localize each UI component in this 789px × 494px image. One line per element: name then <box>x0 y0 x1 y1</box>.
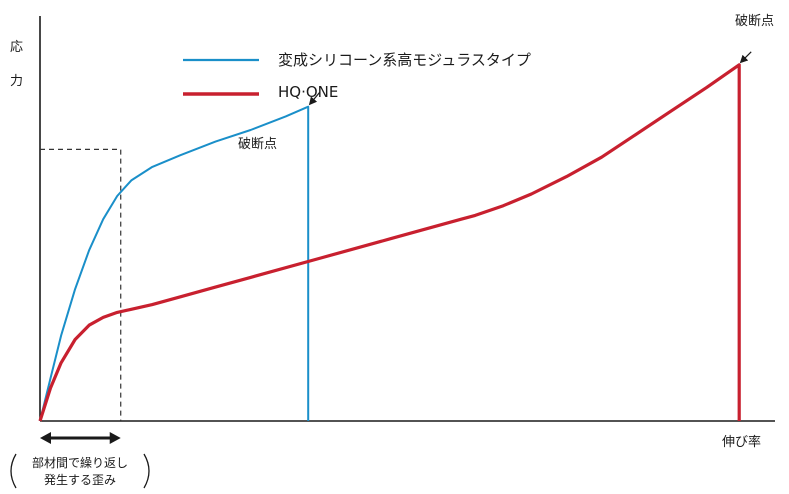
strain-annotation-line-1: 部材間で繰り返し <box>31 456 128 470</box>
annotation-brackets <box>10 432 150 489</box>
break-point-label-series-1: 破断点 <box>238 137 278 152</box>
annotation-left-paren <box>10 453 17 489</box>
break-point-arrow-1 <box>308 91 321 106</box>
break-point-label-series-2: 破断点 <box>735 14 775 29</box>
annotation-right-paren <box>143 453 150 489</box>
reference-dashed-line <box>40 148 122 421</box>
series-line-2 <box>38 63 741 422</box>
strain-range-arrow-head-right <box>109 432 121 444</box>
y-axis-label-char-1: 応 <box>10 40 24 55</box>
series-line-1 <box>39 105 310 422</box>
axes <box>39 16 775 422</box>
y-axis-label-char-2: 力 <box>10 74 24 89</box>
strain-annotation: 部材間で繰り返し 発生する歪み <box>20 455 140 489</box>
break-point-layer <box>308 51 752 106</box>
legend-label-series-1: 変成シリコーン系高モジュラスタイプ <box>278 51 531 69</box>
x-axis-label: 伸び率 <box>722 435 762 450</box>
reference-dashed-lines <box>40 148 122 421</box>
series-layer <box>38 63 741 422</box>
legend-label-series-2: HQ·ONE <box>278 83 339 101</box>
strain-annotation-line-2: 発生する歪み <box>43 473 116 487</box>
strain-range-arrow-head-left <box>40 432 51 444</box>
legend <box>183 58 259 96</box>
break-point-arrow-2 <box>739 51 752 64</box>
